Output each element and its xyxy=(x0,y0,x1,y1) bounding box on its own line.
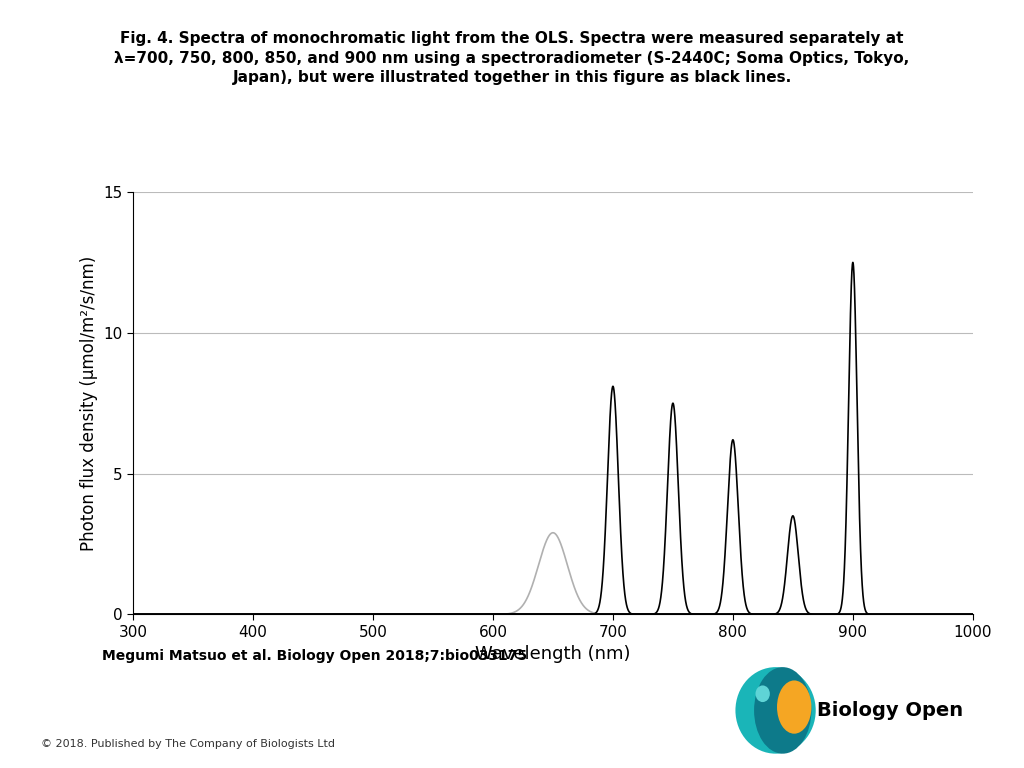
X-axis label: Wavelength (nm): Wavelength (nm) xyxy=(475,645,631,664)
Text: © 2018. Published by The Company of Biologists Ltd: © 2018. Published by The Company of Biol… xyxy=(41,739,335,749)
Text: Megumi Matsuo et al. Biology Open 2018;7:bio033175: Megumi Matsuo et al. Biology Open 2018;7… xyxy=(102,649,527,663)
Text: Fig. 4. Spectra of monochromatic light from the OLS. Spectra were measured separ: Fig. 4. Spectra of monochromatic light f… xyxy=(115,31,909,85)
Ellipse shape xyxy=(777,680,811,733)
Y-axis label: Photon flux density (μmol/m²/s/nm): Photon flux density (μmol/m²/s/nm) xyxy=(80,256,98,551)
Ellipse shape xyxy=(735,667,816,753)
Ellipse shape xyxy=(756,685,770,702)
Text: Biology Open: Biology Open xyxy=(817,701,964,720)
Ellipse shape xyxy=(754,667,811,753)
